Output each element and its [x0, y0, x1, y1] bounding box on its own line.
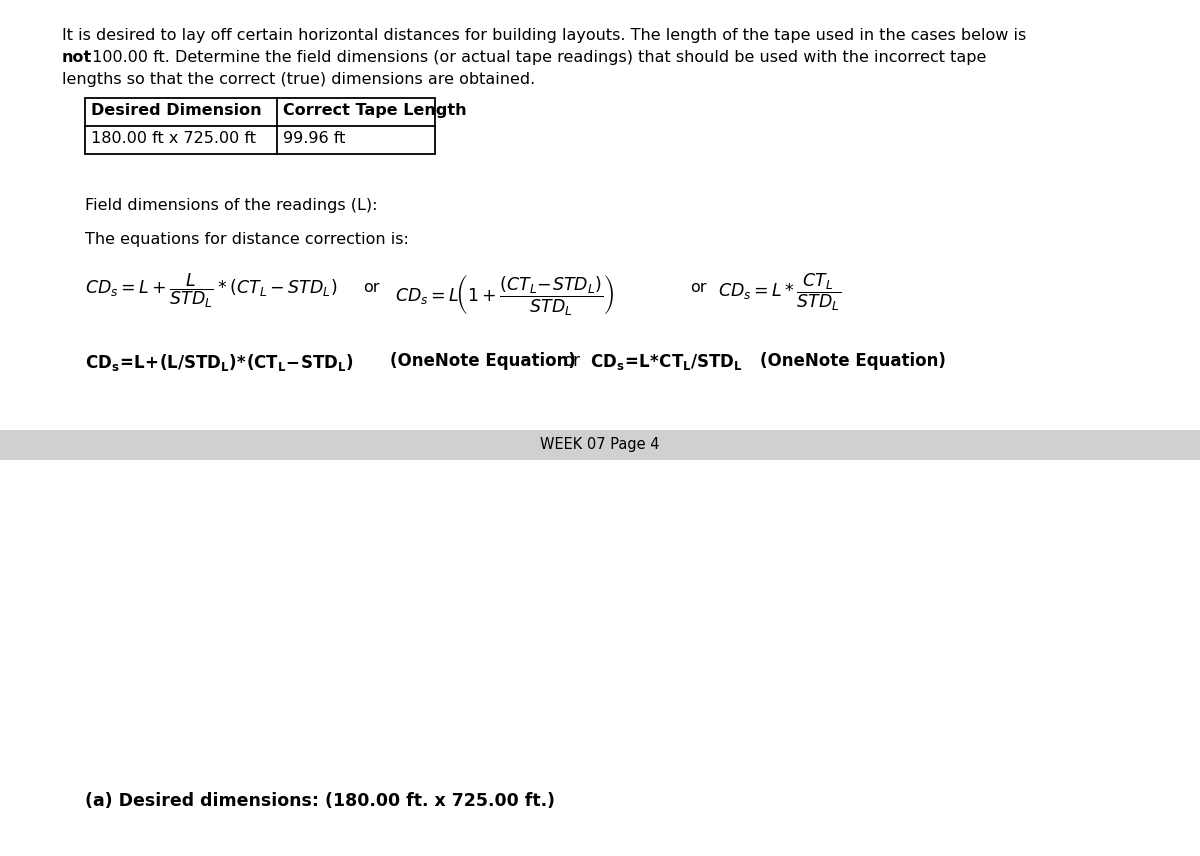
- Bar: [0, 430, 1200, 460]
- Text: $\mathbf{CD_s\!=\!L\!+\!(L/STD_L)\!*\!(CT_L\!-\!STD_L)}$: $\mathbf{CD_s\!=\!L\!+\!(L/STD_L)\!*\!(C…: [85, 352, 354, 373]
- Text: lengths so that the correct (true) dimensions are obtained.: lengths so that the correct (true) dimen…: [62, 72, 535, 87]
- Text: 180.00 ft x 725.00 ft: 180.00 ft x 725.00 ft: [91, 131, 256, 146]
- Text: or: or: [364, 280, 379, 295]
- Text: Desired Dimension: Desired Dimension: [91, 103, 262, 118]
- Text: It is desired to lay off certain horizontal distances for building layouts. The : It is desired to lay off certain horizon…: [62, 28, 1026, 43]
- Text: or: or: [563, 352, 580, 370]
- Text: The equations for distance correction is:: The equations for distance correction is…: [85, 232, 409, 247]
- Text: (a) Desired dimensions: (180.00 ft. x 725.00 ft.): (a) Desired dimensions: (180.00 ft. x 72…: [85, 792, 554, 810]
- Text: 99.96 ft: 99.96 ft: [283, 131, 346, 146]
- Text: 100.00 ft. Determine the field dimensions (or actual tape readings) that should : 100.00 ft. Determine the field dimension…: [88, 50, 986, 65]
- Text: Field dimensions of the readings (L):: Field dimensions of the readings (L):: [85, 198, 378, 213]
- Text: $CD_s = L + \dfrac{L}{STD_L} * (CT_L - STD_L)$: $CD_s = L + \dfrac{L}{STD_L} * (CT_L - S…: [85, 272, 337, 311]
- Text: not: not: [62, 50, 92, 65]
- Bar: [85, 98, 436, 154]
- Text: WEEK 07 Page 4: WEEK 07 Page 4: [540, 437, 660, 452]
- Text: $CD_s = L\!\left(1 + \dfrac{(CT_L\!-\!STD_L)}{STD_L}\right)$: $CD_s = L\!\left(1 + \dfrac{(CT_L\!-\!ST…: [395, 272, 614, 317]
- Text: $\mathbf{CD_s\!=\! L\!*\!CT_L/STD_L}$: $\mathbf{CD_s\!=\! L\!*\!CT_L/STD_L}$: [590, 352, 743, 372]
- Text: Correct Tape Length: Correct Tape Length: [283, 103, 467, 118]
- Text: $CD_s = L * \dfrac{CT_L}{STD_L}$: $CD_s = L * \dfrac{CT_L}{STD_L}$: [718, 272, 841, 313]
- Text: (OneNote Equation): (OneNote Equation): [390, 352, 576, 370]
- Text: or: or: [690, 280, 707, 295]
- Text: (OneNote Equation): (OneNote Equation): [760, 352, 946, 370]
